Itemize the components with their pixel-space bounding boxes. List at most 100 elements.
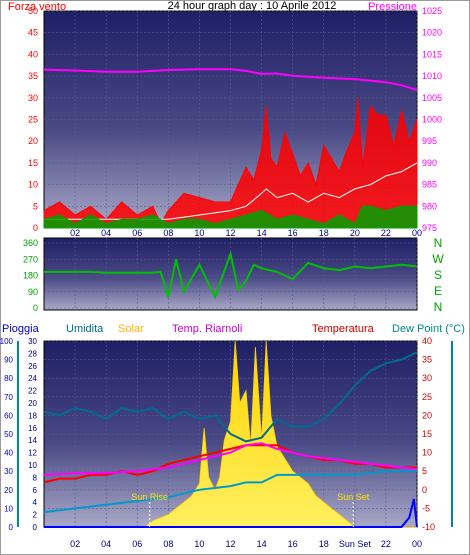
solar-tick-label: 30 [28,337,37,346]
x-tick-label: 06 [132,228,142,238]
rain-tick-label: 70 [4,393,13,402]
weather-panel: Sun Rise Sun Set 010203040506070809010002… [0,323,465,549]
temp-tick-label: 5 [422,466,427,476]
compass-label: S [434,268,442,282]
x-tick-label: 00 [412,539,422,549]
compass-label: N [434,236,443,250]
pressure-axis-labels: 975 980 985 990 995 1000 1005 1010 1015 1020 1025 [422,6,442,233]
rain-label: Pioggia [2,323,40,335]
rain-series [44,498,418,528]
direction-tick-label: 90 [28,287,38,297]
direction-series [44,250,418,300]
solar-tick-label: 24 [28,374,37,383]
rain-tick-label: 50 [4,430,13,439]
wind-tick-label: 45 [28,28,38,38]
pressure-axis-title: Pressione [368,1,417,13]
solar-tick-label: 2 [33,511,38,520]
wind-direction-series [44,250,418,300]
wind-tick-label: 50 [28,6,38,16]
x-tick-label: Sun Set [339,539,372,549]
compass-label: E [434,284,442,298]
pressure-tick-label: 1015 [422,49,442,59]
temp-tick-label: 15 [422,429,432,439]
weather-axes: 0102030405060708090100024681012141618202… [0,336,453,532]
x-tick-label: 16 [288,539,298,549]
pressure-tick-label: 1005 [422,93,442,103]
x-tick-label: 20 [350,228,360,238]
wind-tick-label: 10 [28,180,38,190]
x-tick-label: 08 [163,539,173,549]
rain-tick-label: 90 [4,356,13,365]
x-tick-label: 14 [257,539,267,549]
weather-series [43,340,418,528]
solar-tick-label: 6 [33,486,38,495]
rain-tick-label: 10 [4,504,13,513]
direction-axis-labels: 0 90 180 270 360 [23,238,38,313]
pressure-tick-label: 985 [422,180,437,190]
temp-tick-label: 20 [422,410,432,420]
chart-title: 24 hour graph day : 10 Aprile 2012 [168,0,337,12]
direction-tick-label: 270 [23,254,38,264]
dew_point-series [43,470,417,514]
wind-tick-label: 35 [28,71,38,81]
x-tick-label: 22 [381,228,391,238]
pressure-series [43,68,418,91]
pressure-tick-label: 1025 [422,6,442,16]
wind_avg-series [43,205,418,229]
compass-label: N [434,300,443,314]
rain-tick-label: 30 [4,467,13,476]
solar-tick-label: 20 [28,399,37,408]
x-tick-label: 00 [412,228,422,238]
direction-tick-label: 180 [23,271,38,281]
temp-inside-label: Temp. Riarnoli [172,323,242,335]
x-tick-label: 18 [319,539,329,549]
temp-tick-label: -5 [422,503,430,513]
wind-axis-title: Forza vento [8,1,66,13]
solar-tick-label: 18 [28,411,37,420]
x-tick-label: 12 [225,228,235,238]
rain-tick-label: 0 [9,523,14,532]
pressure-tick-label: 1020 [422,28,442,38]
temp-tick-label: 10 [422,448,432,458]
temp-tick-label: 25 [422,392,432,402]
x-tick-label: 04 [101,539,111,549]
sun-annotation-label: Sun Rise [131,492,168,502]
solar-tick-label: 22 [28,387,37,396]
solar-tick-label: 26 [28,362,37,371]
wind-direction-grid [44,238,418,310]
temp_inside-series [43,442,418,476]
rain-tick-label: 20 [4,486,13,495]
rain-tick-label: 40 [4,449,13,458]
pressure-tick-label: 1010 [422,71,442,81]
x-tick-label: 14 [257,228,267,238]
wind-tick-label: 5 [33,201,38,211]
x-tick-label: 06 [132,539,142,549]
x-tick-label: 22 [381,539,391,549]
wind-tick-label: 20 [28,136,38,146]
wind-tick-label: 25 [28,115,38,125]
solar-tick-label: 10 [28,461,37,470]
compass-label: W [432,252,444,266]
humidity-label: Umidita [66,323,104,335]
pressure-tick-label: 1000 [422,115,442,125]
x-tick-label: 08 [163,228,173,238]
temp-tick-label: 35 [422,355,432,365]
x-tick-label: 10 [194,539,204,549]
solar-tick-label: 0 [33,523,38,532]
pressure-tick-label: 995 [422,136,437,146]
weather-x-labels: 02 04 06 08 10 12 14 16 18 Sun Set 22 00 [70,539,422,549]
pressure-tick-label: 975 [422,223,437,233]
wind-tick-label: 15 [28,158,38,168]
wind-tick-label: 40 [28,49,38,59]
x-tick-label: 02 [70,228,80,238]
solar-tick-label: 28 [28,349,37,358]
pressure-tick-label: 980 [422,201,437,211]
humidity-series [43,351,418,443]
temp-tick-label: -10 [422,522,435,532]
x-tick-label: 02 [70,539,80,549]
wind-tick-label: 0 [33,223,38,233]
direction-tick-label: 0 [33,303,38,313]
